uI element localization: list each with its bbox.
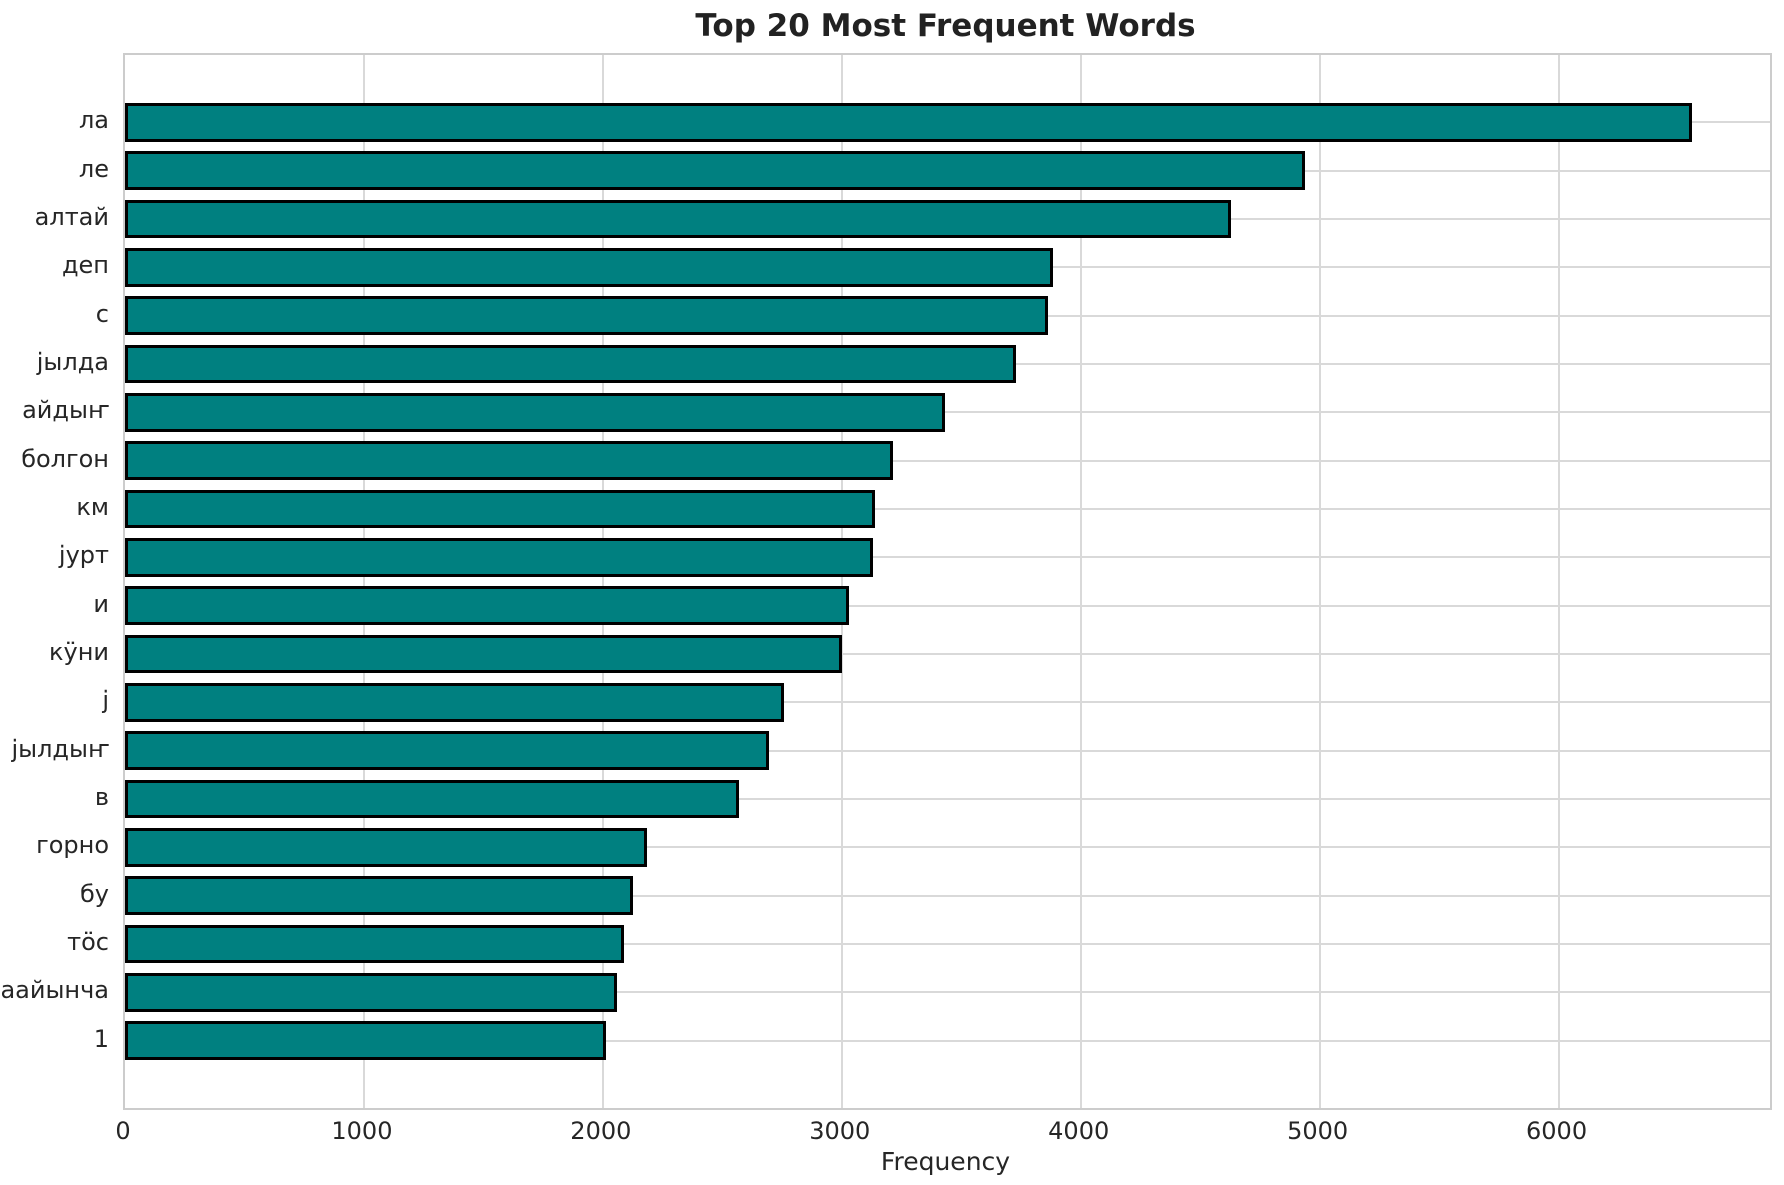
y-tick-label: јурт <box>58 541 109 570</box>
y-gridline <box>125 846 1770 849</box>
x-axis-label: Frequency <box>880 1147 1011 1176</box>
bar <box>125 828 648 867</box>
bar <box>125 441 894 480</box>
y-gridline <box>125 798 1770 801</box>
bar <box>125 973 618 1012</box>
y-tick-label: јылда <box>36 347 109 376</box>
y-tick-label: бу <box>79 879 109 908</box>
y-tick-label: деп <box>61 251 109 280</box>
y-tick-label: с <box>95 299 109 328</box>
bar <box>125 586 849 625</box>
y-tick-label: алтай <box>34 202 109 231</box>
y-gridline <box>125 894 1770 897</box>
y-gridline <box>125 1039 1770 1042</box>
y-gridline <box>125 653 1770 656</box>
x-tick-label: 2000 <box>570 1117 632 1145</box>
bar <box>125 392 945 432</box>
y-tick-label: ј <box>102 686 109 715</box>
y-tick-label: ла <box>78 106 109 135</box>
x-tick-label: 6000 <box>1526 1117 1588 1145</box>
y-tick-label: айдыҥ <box>22 396 109 425</box>
x-gridline <box>1079 55 1082 1108</box>
y-tick-label: јылдыҥ <box>11 734 109 763</box>
y-gridline <box>125 749 1770 752</box>
x-gridline <box>362 55 365 1108</box>
y-gridline <box>125 411 1770 414</box>
y-gridline <box>125 991 1770 994</box>
bar <box>125 731 769 771</box>
bar <box>125 151 1306 190</box>
y-tick-label: в <box>94 783 109 812</box>
y-gridline <box>125 459 1770 462</box>
y-tick-label: кӱни <box>49 638 109 667</box>
x-tick-label: 4000 <box>1048 1117 1110 1145</box>
y-gridline <box>125 604 1770 607</box>
bar <box>125 296 1049 335</box>
y-tick-label: и <box>93 589 109 618</box>
y-tick-label: аайынча <box>0 976 109 1005</box>
bar <box>125 634 842 674</box>
x-gridline <box>840 55 843 1108</box>
y-gridline <box>125 556 1770 559</box>
x-tick-label: 1000 <box>331 1117 393 1145</box>
y-tick-label: горно <box>36 831 109 860</box>
y-gridline <box>125 507 1770 510</box>
bar <box>125 102 1693 142</box>
y-tick-label: тӧс <box>67 928 109 957</box>
y-tick-label: км <box>76 492 109 521</box>
bar <box>125 199 1232 239</box>
bar <box>125 537 873 577</box>
bar <box>125 1021 607 1061</box>
y-gridline <box>125 701 1770 704</box>
x-gridline <box>1318 55 1321 1108</box>
y-gridline <box>125 943 1770 946</box>
y-tick-label: 1 <box>93 1024 109 1053</box>
bar <box>125 924 625 964</box>
x-gridline <box>601 55 604 1108</box>
x-tick-label: 5000 <box>1287 1117 1349 1145</box>
x-tick-label: 0 <box>115 1117 131 1145</box>
bar <box>125 779 740 819</box>
y-tick-label: ле <box>78 154 109 183</box>
y-tick-label: болгон <box>21 444 109 473</box>
x-gridline <box>1557 55 1560 1108</box>
bar <box>125 247 1054 287</box>
chart-title: Top 20 Most Frequent Words <box>695 8 1196 44</box>
x-tick-label: 3000 <box>809 1117 871 1145</box>
bar <box>125 876 633 916</box>
plot-area <box>123 53 1772 1110</box>
bar <box>125 683 785 722</box>
bar <box>125 489 876 529</box>
bar <box>125 344 1017 384</box>
